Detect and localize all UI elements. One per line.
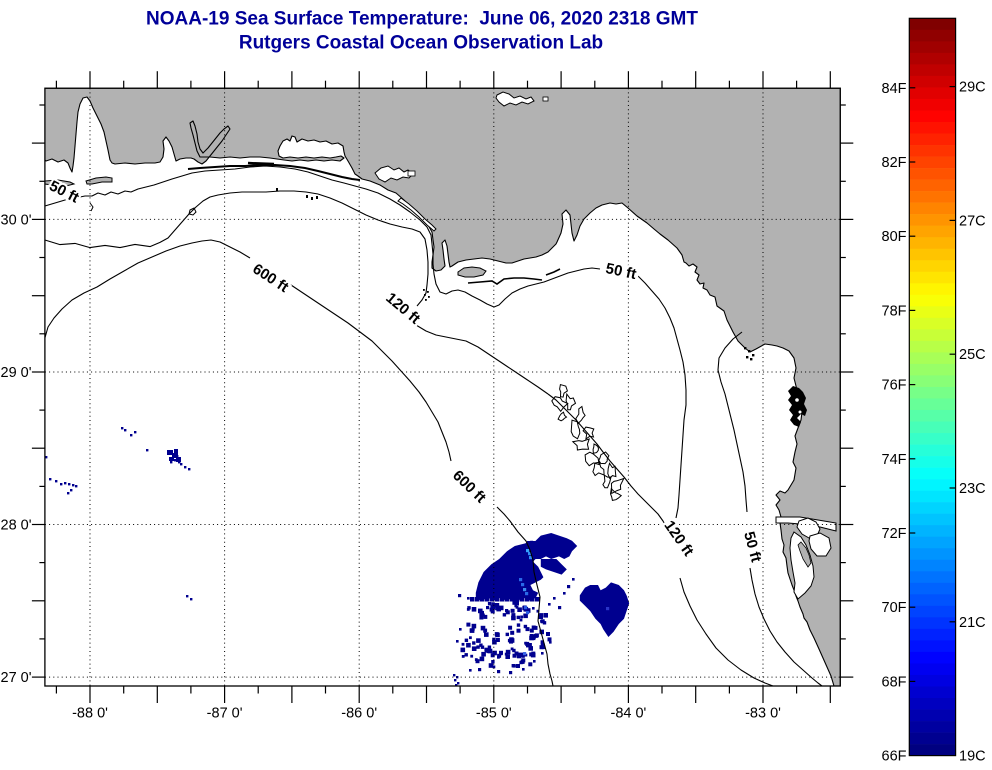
- svg-text:19C: 19C: [959, 749, 986, 765]
- svg-text:27C: 27C: [959, 213, 986, 229]
- svg-text:21C: 21C: [959, 615, 986, 631]
- svg-text:29C: 29C: [959, 80, 986, 96]
- svg-text:29 0': 29 0': [1, 365, 32, 381]
- svg-text:28 0': 28 0': [1, 518, 32, 534]
- svg-text:-86 0': -86 0': [341, 705, 377, 721]
- svg-text:74F: 74F: [882, 452, 907, 468]
- svg-text:-87 0': -87 0': [207, 705, 243, 721]
- svg-text:-84 0': -84 0': [610, 705, 646, 721]
- svg-text:84F: 84F: [882, 81, 907, 97]
- svg-text:27 0': 27 0': [1, 670, 32, 686]
- svg-text:-83 0': -83 0': [745, 705, 781, 721]
- svg-text:68F: 68F: [882, 674, 907, 690]
- svg-text:70F: 70F: [882, 600, 907, 616]
- svg-text:66F: 66F: [882, 749, 907, 765]
- svg-text:-88 0': -88 0': [72, 705, 108, 721]
- svg-text:72F: 72F: [882, 526, 907, 542]
- svg-text:82F: 82F: [882, 155, 907, 171]
- svg-text:80F: 80F: [882, 229, 907, 245]
- svg-text:78F: 78F: [882, 303, 907, 319]
- svg-text:23C: 23C: [959, 481, 986, 497]
- svg-text:25C: 25C: [959, 347, 986, 363]
- svg-text:NOAA-19 Sea Surface Temperatur: NOAA-19 Sea Surface Temperature: June 06…: [146, 9, 698, 30]
- svg-text:-85 0': -85 0': [476, 705, 512, 721]
- svg-text:76F: 76F: [882, 378, 907, 394]
- svg-text:Rutgers Coastal Ocean Observat: Rutgers Coastal Ocean Observation Lab: [239, 33, 603, 54]
- svg-text:30 0': 30 0': [1, 212, 32, 228]
